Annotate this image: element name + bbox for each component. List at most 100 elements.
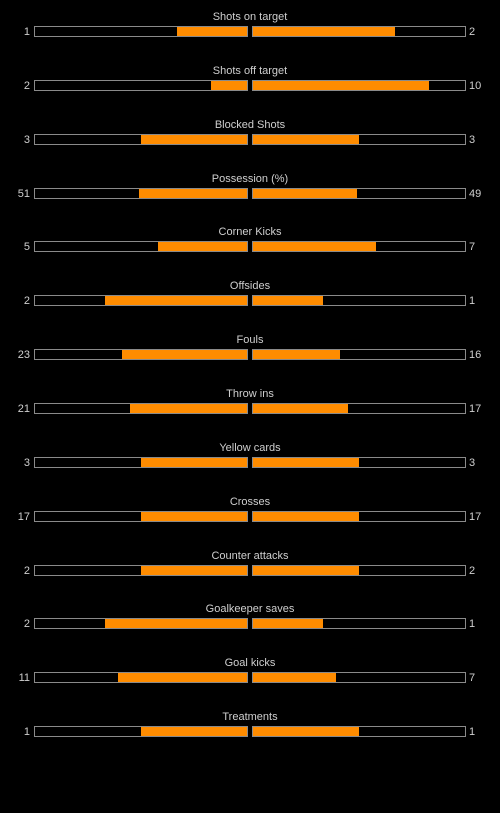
- home-value: 3: [23, 133, 30, 146]
- home-value: 1: [23, 26, 30, 38]
- home-bar: [141, 457, 247, 467]
- away-bar: [253, 242, 376, 252]
- stat-title: Goalkeeper saves: [205, 603, 295, 616]
- stat-row: Treatments 1 1: [0, 706, 500, 746]
- away-bar-track: [252, 349, 466, 361]
- home-bar-track: [34, 564, 248, 576]
- away-bar-track: [252, 510, 466, 522]
- away-value: 3: [469, 456, 476, 469]
- away-bar: [253, 134, 359, 144]
- away-bar: [253, 673, 336, 683]
- away-bar: [253, 619, 323, 629]
- away-bar: [253, 403, 348, 413]
- home-value: 17: [17, 510, 30, 523]
- home-value: 5: [23, 241, 30, 254]
- away-bar: [253, 296, 323, 306]
- stat-title: Goal kicks: [224, 657, 276, 670]
- home-value: 23: [17, 349, 30, 362]
- stat-row: Goal kicks 11 7: [0, 652, 500, 692]
- home-bar: [130, 403, 247, 413]
- home-bar-track: [34, 187, 248, 199]
- home-bar: [158, 242, 247, 252]
- stat-row: Counter attacks 2 2: [0, 545, 500, 585]
- home-bar: [105, 619, 247, 629]
- home-value: 3: [23, 456, 30, 469]
- away-bar: [253, 457, 359, 467]
- home-bar-track: [34, 726, 248, 738]
- stat-title: Crosses: [229, 495, 271, 508]
- home-bar: [118, 673, 247, 683]
- away-value: 1: [469, 295, 476, 308]
- home-bar-track: [34, 295, 248, 307]
- away-bar-track: [252, 564, 466, 576]
- home-value: 2: [23, 564, 30, 577]
- home-bar: [139, 188, 247, 198]
- stat-row: Throw ins 21 17: [0, 383, 500, 423]
- away-value: 49: [469, 187, 482, 200]
- away-bar: [253, 565, 359, 575]
- away-bar: [253, 727, 359, 737]
- away-bar-track: [252, 618, 466, 630]
- home-bar: [105, 296, 247, 306]
- home-bar-track: [34, 510, 248, 522]
- away-bar-track: [252, 456, 466, 468]
- stat-row: Corner Kicks 5 7: [0, 221, 500, 261]
- stat-row: Yellow cards 3 3: [0, 437, 500, 477]
- home-value: 2: [23, 79, 30, 92]
- home-bar-track: [34, 402, 248, 414]
- home-bar-track: [34, 133, 248, 145]
- home-value: 2: [23, 618, 30, 631]
- away-bar: [253, 350, 340, 360]
- away-value: 17: [469, 510, 482, 523]
- home-value: 11: [18, 672, 30, 685]
- stat-title: Counter attacks: [211, 549, 289, 562]
- away-value: 10: [469, 79, 482, 92]
- away-value: 2: [469, 564, 476, 577]
- away-bar: [253, 27, 395, 36]
- away-bar-track: [252, 295, 466, 307]
- home-bar-track: [34, 79, 248, 91]
- stat-row: Fouls 23 16: [0, 329, 500, 369]
- home-bar: [211, 80, 247, 90]
- home-bar-track: [34, 618, 248, 630]
- stat-row: Goalkeeper saves 2 1: [0, 598, 500, 638]
- stat-title: Shots on target: [212, 11, 288, 23]
- away-bar-track: [252, 672, 466, 684]
- home-value: 1: [23, 726, 30, 739]
- away-bar-track: [252, 726, 466, 738]
- home-value: 21: [17, 402, 30, 415]
- stat-title: Corner Kicks: [218, 226, 282, 239]
- away-bar: [253, 80, 429, 90]
- stat-row: Shots off target 2 10: [0, 60, 500, 100]
- home-bar: [122, 350, 247, 360]
- stat-title: Treatments: [222, 711, 278, 724]
- home-bar-track: [34, 672, 248, 684]
- home-value: 2: [23, 295, 30, 308]
- away-value: 2: [469, 26, 476, 38]
- away-bar-track: [252, 26, 466, 37]
- away-value: 17: [469, 402, 482, 415]
- stat-title: Shots off target: [212, 64, 288, 77]
- away-value: 7: [469, 672, 476, 685]
- away-bar: [253, 188, 357, 198]
- stat-row: Shots on target 1 2: [0, 6, 500, 46]
- away-bar-track: [252, 402, 466, 414]
- home-bar-track: [34, 349, 248, 361]
- home-bar-track: [34, 241, 248, 253]
- away-value: 7: [469, 241, 476, 254]
- away-value: 16: [469, 349, 482, 362]
- home-bar: [141, 134, 247, 144]
- stat-row: Crosses 17 17: [0, 491, 500, 531]
- stat-title: Yellow cards: [219, 441, 281, 454]
- away-bar-track: [252, 133, 466, 145]
- home-bar: [141, 727, 247, 737]
- home-bar: [177, 27, 247, 36]
- away-bar-track: [252, 187, 466, 199]
- home-bar: [141, 565, 247, 575]
- away-value: 1: [469, 618, 476, 631]
- stat-row: Offsides 2 1: [0, 275, 500, 315]
- stat-title: Offsides: [229, 280, 271, 293]
- stat-title: Throw ins: [226, 387, 274, 400]
- away-value: 1: [469, 726, 476, 739]
- home-bar: [141, 511, 247, 521]
